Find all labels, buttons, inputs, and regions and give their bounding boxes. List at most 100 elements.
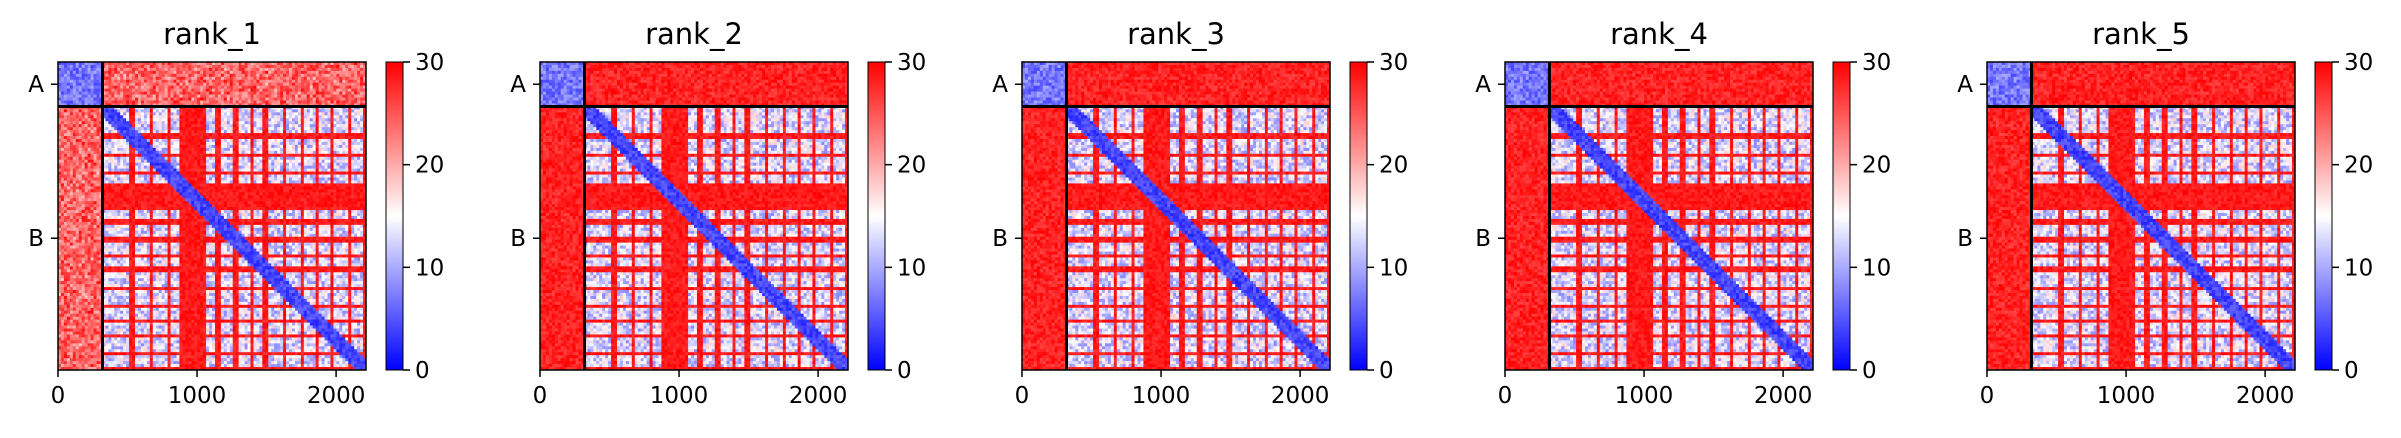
heatmap-cell [185,89,188,92]
heatmap-cell [123,101,126,104]
heatmap-cell [283,92,286,95]
heatmap-cell [218,92,221,95]
heatmap-cell [197,101,200,104]
heatmap-cell [292,121,295,124]
heatmap-cell [339,89,342,92]
heatmap-cell [221,83,224,86]
heatmap-cell [162,86,165,89]
heatmap-cell [123,124,126,127]
heatmap-cell [256,109,259,112]
heatmap-cell [351,115,354,118]
heatmap-cell [354,65,357,68]
heatmap-cell [67,68,70,71]
heatmap-cell [262,124,265,127]
heatmap-cell [236,118,239,121]
heatmap-cell [236,86,239,89]
heatmap-cell [357,121,360,124]
heatmap-cell [328,86,331,89]
heatmap-cell [70,92,73,95]
heatmap-cell [94,68,97,71]
heatmap-cell [206,109,209,112]
heatmap-cell [144,71,147,74]
heatmap-cell [307,74,310,77]
heatmap-cell [233,109,236,112]
heatmap-cell [239,77,242,80]
heatmap-cell [295,121,298,124]
heatmap-cell [141,83,144,86]
heatmap-cell [123,71,126,74]
heatmap-cell [286,89,289,92]
heatmap-cell [174,80,177,83]
heatmap-cell [114,65,117,68]
heatmap-cell [185,71,188,74]
heatmap-cell [174,118,177,121]
heatmap-cell [328,121,331,124]
heatmap-cell [76,65,79,68]
heatmap-cell [289,74,292,77]
heatmap-cell [141,109,144,112]
heatmap-cell [227,80,230,83]
heatmap-cell [141,98,144,101]
heatmap-cell [316,124,319,127]
heatmap-cell [94,118,97,121]
heatmap-cell [325,101,328,104]
heatmap-cell [310,121,313,124]
heatmap-cell [265,118,268,121]
heatmap-cell [132,80,135,83]
heatmap-cell [277,95,280,98]
heatmap-cell [188,124,191,127]
heatmap-cell [150,109,153,112]
heatmap-cell [108,77,111,80]
heatmap-cell [360,77,363,80]
heatmap-cell [325,121,328,124]
heatmap-cell [85,92,88,95]
heatmap-cell [307,80,310,83]
heatmap-cell [351,71,354,74]
heatmap-cell [171,65,174,68]
heatmap-cell [135,92,138,95]
heatmap-cell [348,95,351,98]
heatmap-cell [215,77,218,80]
heatmap-cell [79,92,82,95]
heatmap-cell [304,89,307,92]
heatmap-cell [304,92,307,95]
heatmap-cell [224,89,227,92]
heatmap-cell [159,112,162,115]
heatmap-cell [135,121,138,124]
heatmap-cell [292,109,295,112]
heatmap-cell [165,77,168,80]
heatmap-cell [322,92,325,95]
heatmap-cell [245,124,248,127]
heatmap-cell [242,112,245,115]
heatmap-cell [129,65,132,68]
heatmap-cell [354,71,357,74]
heatmap-cell [345,92,348,95]
heatmap-cell [212,92,215,95]
heatmap-cell [236,101,239,104]
heatmap-cell [156,65,159,68]
heatmap-cell [283,71,286,74]
heatmap-cell [191,118,194,121]
heatmap-cell [265,80,268,83]
heatmap-cell [218,112,221,115]
heatmap-cell [165,127,168,130]
heatmap-cell [73,68,76,71]
heatmap-cell [117,68,120,71]
heatmap-cell [168,118,171,121]
heatmap-cell [221,121,224,124]
heatmap-cell [339,68,342,71]
heatmap-cell [256,68,259,71]
heatmap-cell [203,118,206,121]
heatmap-cell [97,77,100,80]
heatmap-cell [97,65,100,68]
heatmap-cell [333,92,336,95]
heatmap-cell [156,86,159,89]
heatmap-cell [259,83,262,86]
heatmap-cell [253,101,256,104]
heatmap-cell [316,68,319,71]
heatmap-cell [197,89,200,92]
heatmap-cell [286,121,289,124]
heatmap-cell [313,121,316,124]
heatmap-cell [274,68,277,71]
heatmap-cell [215,109,218,112]
